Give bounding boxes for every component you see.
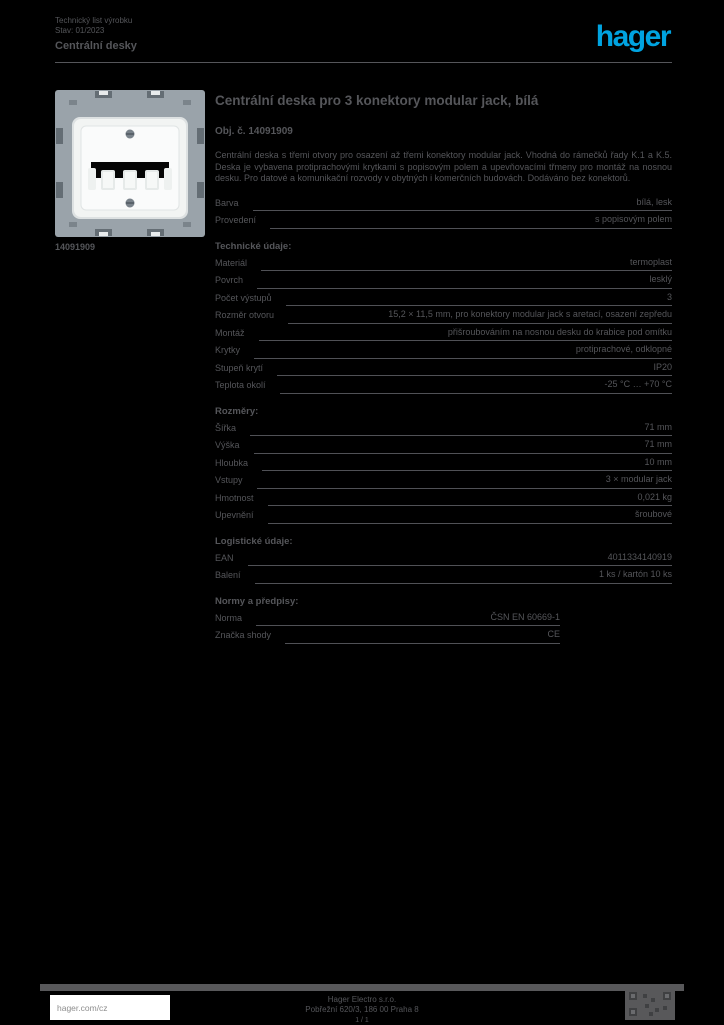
- spec-row: Montáž přišroubováním na nosnou desku do …: [215, 324, 672, 341]
- spec-section: Technické údaje: Materiál termoplast Povrch…: [215, 241, 672, 394]
- spec-label: Upevnění: [215, 510, 254, 520]
- spec-value: šroubové: [267, 509, 672, 524]
- spec-row: Materiál termoplast: [215, 254, 672, 271]
- header-text-block: Technický list výrobku Stav: 01/2023 Cen…: [55, 16, 137, 53]
- spec-label: Materiál: [215, 257, 248, 268]
- qr-code-icon: [625, 988, 675, 1020]
- spec-section-heading: Technické údaje:: [215, 240, 292, 252]
- spec-label: Rozměr otvoru: [215, 310, 275, 320]
- footer-company: Hager Electro s.r.o.: [327, 995, 397, 1004]
- spec-value: 71 mm: [253, 439, 672, 454]
- spec-row: Provedení s popisovým polem: [215, 211, 672, 229]
- spec-row: Hloubka 10 mm: [215, 454, 672, 471]
- spec-label: Barva: [215, 197, 239, 208]
- spec-row: Stupeň krytí IP20: [215, 359, 672, 376]
- footer-bar: [40, 984, 684, 991]
- header-line-3: Centrální desky: [55, 40, 137, 52]
- spec-value: 15,2 × 11,5 mm, pro konektory modular ja…: [288, 309, 672, 324]
- page-title: Centrální deska pro 3 konektory modular …: [215, 93, 539, 108]
- spec-row: Norma ČSN EN 60669-1: [215, 609, 560, 626]
- spec-sections: Barva bílá, lesk Provedení s popisovým pole…: [215, 194, 672, 644]
- product-reference-code: 14091909: [55, 242, 96, 252]
- spec-row: Balení 1 ks / kartón 10 ks: [215, 566, 672, 584]
- spec-label: Hloubka: [215, 457, 249, 468]
- spec-value: 3 × modular jack: [256, 474, 672, 489]
- spec-label: Krytky: [215, 345, 241, 355]
- spec-label: Výška: [215, 440, 240, 450]
- spec-section-heading: Normy a předpisy:: [215, 595, 299, 607]
- footer-address-block: Hager Electro s.r.o. Pobřežní 620/3, 186…: [262, 995, 462, 1025]
- spec-label: Hmotnost: [215, 492, 254, 503]
- product-subtitle: Obj. č. 14091909: [215, 126, 293, 137]
- header-divider: [55, 62, 672, 63]
- spec-section: Logistické údaje: EAN 4011334140919 Balení 1…: [215, 536, 672, 584]
- spec-value: s popisovým polem: [270, 214, 672, 229]
- spec-label: Vstupy: [215, 475, 243, 485]
- footer-address: Pobřežní 620/3, 186 00 Praha 8: [305, 1004, 419, 1014]
- spec-value: CE: [285, 629, 560, 644]
- main-content: Centrální deska pro 3 konektory modular …: [215, 92, 672, 656]
- spec-row: Rozměr otvoru 15,2 × 11,5 mm, pro konekto…: [215, 306, 672, 324]
- spec-value: bílá, lesk: [252, 197, 672, 211]
- spec-label: EAN: [215, 552, 234, 563]
- spec-value: 71 mm: [250, 422, 672, 436]
- hager-logo: hager: [595, 20, 672, 53]
- product-description: Centrální deska s třemi otvory pro osaze…: [215, 150, 672, 183]
- spec-row: EAN 4011334140919: [215, 549, 672, 566]
- spec-label: Montáž: [215, 327, 245, 338]
- spec-section: Rozměry: Šířka 71 mm Výška 71 mm Hloubka 10 mm…: [215, 406, 672, 524]
- spec-value: 10 mm: [262, 457, 672, 471]
- spec-value: přišroubováním na nosnou desku do krabic…: [258, 327, 672, 341]
- spec-section: Barva bílá, lesk Provedení s popisovým pole…: [215, 194, 672, 229]
- spec-row: Krytky protiprachové, odklopné: [215, 341, 672, 359]
- spec-row: Výška 71 mm: [215, 436, 672, 454]
- spec-label: Norma: [215, 612, 243, 623]
- spec-row: Hmotnost 0,021 kg: [215, 489, 672, 506]
- spec-row: Povrch lesklý: [215, 271, 672, 289]
- spec-section-heading: Logistické údaje:: [215, 535, 293, 547]
- header-line-1: Technický list výrobku: [55, 16, 133, 25]
- spec-value: -25 °C … +70 °C: [279, 379, 672, 394]
- spec-value: IP20: [277, 362, 672, 376]
- spec-value: 1 ks / kartón 10 ks: [254, 569, 672, 584]
- spec-label: Značka shody: [215, 630, 272, 640]
- spec-row: Počet výstupů 3: [215, 289, 672, 306]
- spec-row: Vstupy 3 × modular jack: [215, 471, 672, 489]
- spec-row: Barva bílá, lesk: [215, 194, 672, 211]
- product-image: [55, 90, 205, 237]
- spec-value: 3: [285, 292, 672, 306]
- spec-row: Značka shody CE: [215, 626, 560, 644]
- footer-website-link[interactable]: hager.com/cz: [57, 1002, 108, 1013]
- spec-value: 4011334140919: [247, 552, 672, 566]
- spec-label: Balení: [215, 570, 241, 580]
- spec-section: Normy a předpisy: Norma ČSN EN 60669-1 Znač…: [215, 596, 560, 644]
- spec-row: Upevnění šroubové: [215, 506, 672, 524]
- spec-label: Povrch: [215, 275, 244, 285]
- spec-row: Šířka 71 mm: [215, 419, 672, 436]
- spec-label: Provedení: [215, 215, 257, 225]
- spec-value: protiprachové, odklopné: [254, 344, 672, 359]
- header-line-2: Stav: 01/2023: [55, 26, 105, 35]
- spec-label: Šířka: [215, 422, 237, 433]
- spec-value: ČSN EN 60669-1: [256, 612, 560, 626]
- spec-label: Stupeň krytí: [215, 362, 264, 373]
- central-plate-illustration: [55, 90, 205, 237]
- page-number: 1 / 1: [355, 1017, 369, 1024]
- spec-label: Počet výstupů: [215, 292, 272, 303]
- spec-label: Teplota okolí: [215, 380, 266, 390]
- spec-value: termoplast: [261, 257, 672, 271]
- spec-value: 0,021 kg: [267, 492, 672, 506]
- spec-section-heading: Rozměry:: [215, 405, 259, 417]
- spec-row: Teplota okolí -25 °C … +70 °C: [215, 376, 672, 394]
- footer-link-box: hager.com/cz: [50, 995, 170, 1020]
- spec-value: lesklý: [257, 274, 672, 289]
